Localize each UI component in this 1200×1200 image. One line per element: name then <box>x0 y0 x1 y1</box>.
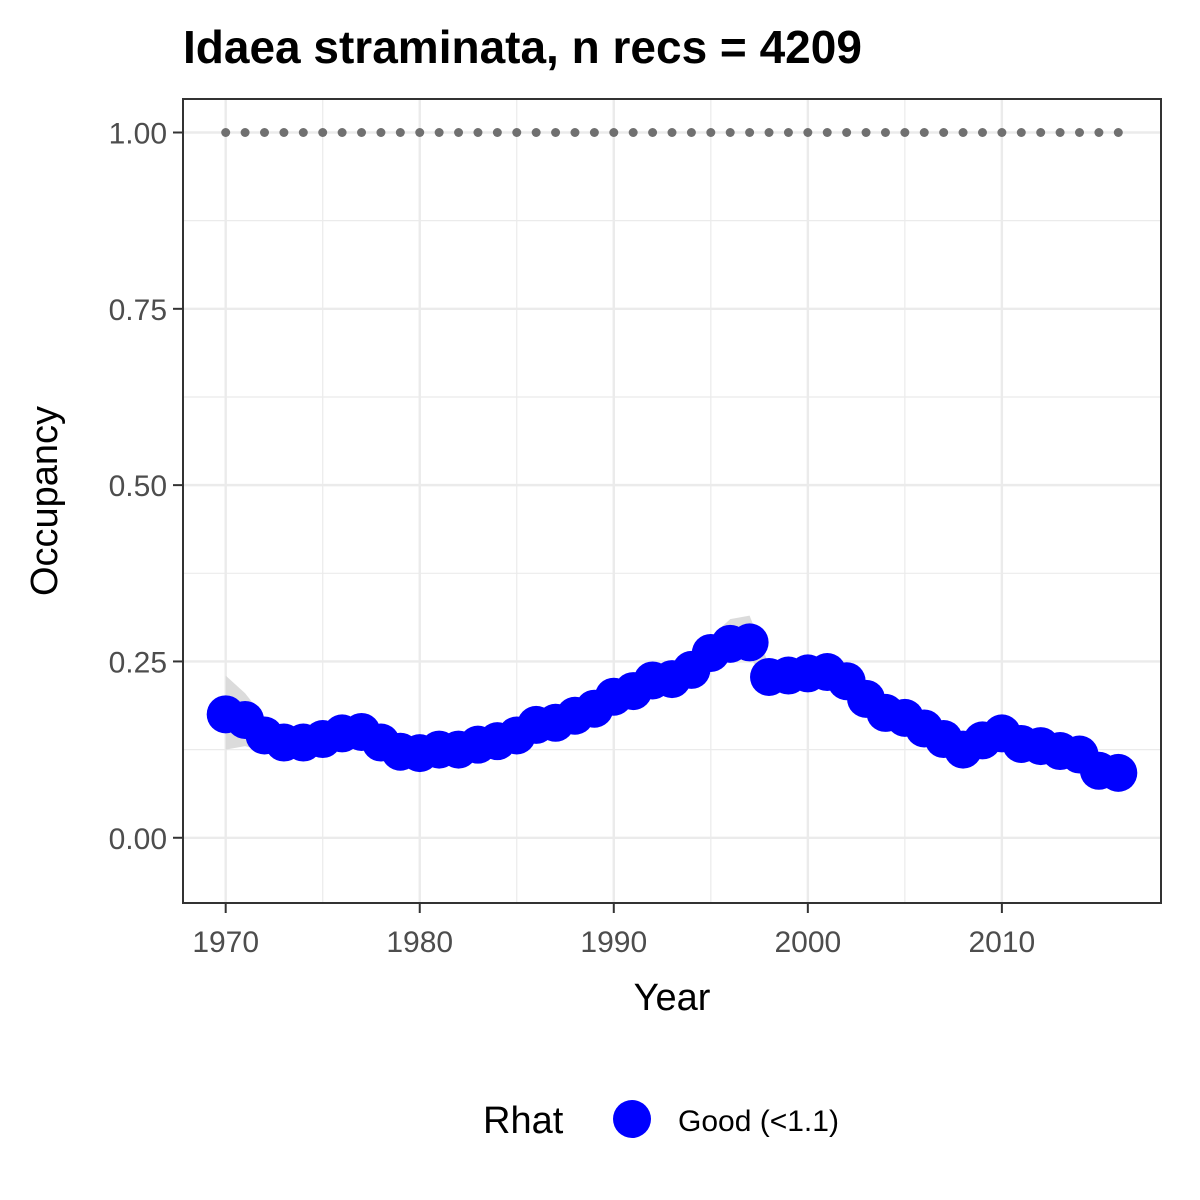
reference-dot <box>395 128 405 137</box>
reference-dot <box>1113 128 1123 137</box>
reference-dot <box>473 128 483 137</box>
reference-dot <box>667 128 677 137</box>
reference-dot <box>706 128 716 137</box>
y-tick-label: 1.00 <box>109 118 167 151</box>
reference-dot <box>1075 128 1084 137</box>
occupancy-point <box>1099 753 1138 792</box>
grid-lines <box>183 99 1161 903</box>
panel-border <box>182 98 1162 904</box>
y-tick-label: 0.25 <box>109 646 167 679</box>
chart-title: Idaea straminata, n recs = 4209 <box>183 21 862 73</box>
reference-dot <box>337 128 347 137</box>
reference-dot <box>648 128 658 137</box>
reference-dot <box>764 128 774 137</box>
reference-dot <box>1094 128 1104 137</box>
y-tick-label: 0.00 <box>109 823 167 856</box>
reference-dot <box>260 128 269 137</box>
legend-title: Rhat <box>483 1100 564 1142</box>
reference-dot <box>803 128 813 137</box>
reference-dot <box>531 128 541 137</box>
y-tick-label: 0.75 <box>109 294 167 327</box>
reference-dot <box>900 128 910 137</box>
reference-dot <box>357 128 367 137</box>
reference-dot <box>1036 128 1046 137</box>
reference-dot <box>977 128 987 137</box>
x-tick-label: 1970 <box>192 926 259 959</box>
x-axis-title: Year <box>634 977 711 1019</box>
reference-dot <box>628 128 638 137</box>
reference-dot <box>589 128 599 137</box>
reference-dot <box>822 128 832 137</box>
reference-dot <box>842 128 852 137</box>
reference-dot <box>318 128 328 137</box>
reference-dot <box>221 128 231 137</box>
reference-dot <box>415 128 425 137</box>
reference-dot <box>240 128 250 137</box>
occupancy-point <box>730 623 769 662</box>
reference-dot <box>725 128 735 137</box>
occupancy-points <box>206 623 1138 792</box>
reference-dot <box>434 128 444 137</box>
reference-dot <box>298 128 308 137</box>
reference-dot <box>512 128 522 137</box>
reference-dot <box>919 128 929 137</box>
reference-dot <box>861 128 871 137</box>
reference-dot <box>609 128 619 137</box>
y-tick-label: 0.50 <box>109 470 167 503</box>
legend-key-good <box>613 1100 651 1138</box>
reference-dot <box>745 128 755 137</box>
reference-dot <box>551 128 561 137</box>
reference-dot <box>1016 128 1026 137</box>
reference-dot <box>997 128 1007 137</box>
reference-dots <box>221 128 1123 137</box>
reference-dot <box>454 128 464 137</box>
x-tick-label: 2000 <box>774 926 841 959</box>
x-tick-label: 1980 <box>386 926 453 959</box>
reference-dot <box>939 128 949 137</box>
reference-dot <box>376 128 386 137</box>
x-tick-label: 2010 <box>969 926 1036 959</box>
reference-dot <box>492 128 502 137</box>
reference-dot <box>880 128 890 137</box>
reference-dot <box>279 128 289 137</box>
reference-dot <box>958 128 968 137</box>
reference-dot <box>1055 128 1065 137</box>
reference-dot <box>570 128 580 137</box>
reference-dot <box>783 128 793 137</box>
x-tick-label: 1990 <box>580 926 647 959</box>
axes: 0.00 0.25 0.50 0.75 1.00 1970 1980 1990 2000 2010 <box>109 118 1036 960</box>
y-axis-title: Occupancy <box>24 406 66 596</box>
legend-label-good: Good (<1.1) <box>678 1105 839 1138</box>
reference-dot <box>686 128 696 137</box>
legend: Rhat Good (<1.1) <box>483 1100 839 1142</box>
